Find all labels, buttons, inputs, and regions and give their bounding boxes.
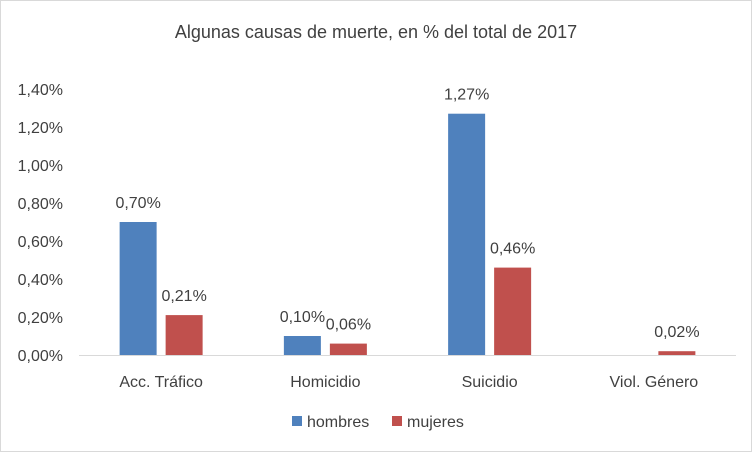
data-label-hombres-1: 0,10% [280,309,325,326]
y-tick-label: 0,80% [18,196,63,213]
y-tick-label: 0,60% [18,234,63,251]
y-tick-label: 0,00% [18,348,63,365]
bar-hombres-2 [448,113,486,355]
chart-title: Algunas causas de muerte, en % del total… [175,22,577,42]
x-category-label: Viol. Género [610,374,699,391]
bar-mujeres-3 [658,351,696,355]
data-label-mujeres-1: 0,06% [326,317,371,334]
y-axis-ticks: 0,00% 0,20% 0,40% 0,60% 0,80% 1,00% 1,20% 1,40% [18,82,63,365]
legend-swatch-mujeres [392,416,402,426]
bar-mujeres-1 [329,343,367,355]
bar-mujeres-2 [494,267,532,355]
legend: hombres mujeres [292,414,464,431]
x-axis-categories: Acc. Tráfico Homicidio Suicidio Viol. Géner… [119,374,698,391]
bar-hombres-1 [283,336,321,355]
bar-hombres-0 [119,222,157,355]
x-category-label: Acc. Tráfico [119,374,203,391]
data-label-mujeres-2: 0,46% [490,241,535,258]
data-label-hombres-0: 0,70% [115,195,160,212]
x-category-label: Suicidio [462,374,518,391]
data-label-hombres-2: 1,27% [444,87,489,104]
legend-label-hombres: hombres [307,414,369,431]
bars [119,113,696,355]
y-tick-label: 1,40% [18,82,63,99]
bar-mujeres-0 [165,315,203,355]
x-category-label: Homicidio [290,374,360,391]
y-tick-label: 1,20% [18,120,63,137]
data-labels: 0,70% 0,21% 0,10% 0,06% 1,27% 0,46% 0,02% [115,87,699,342]
data-label-mujeres-3: 0,02% [654,324,699,341]
legend-label-mujeres: mujeres [407,414,464,431]
y-tick-label: 0,20% [18,310,63,327]
y-tick-label: 1,00% [18,158,63,175]
legend-swatch-hombres [292,416,302,426]
data-label-mujeres-0: 0,21% [161,288,206,305]
y-tick-label: 0,40% [18,272,63,289]
